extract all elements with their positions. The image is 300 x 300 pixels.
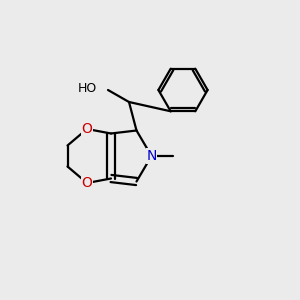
Text: O: O: [82, 176, 92, 190]
Text: N: N: [146, 149, 157, 163]
Text: O: O: [82, 122, 92, 136]
Text: HO: HO: [78, 82, 98, 95]
